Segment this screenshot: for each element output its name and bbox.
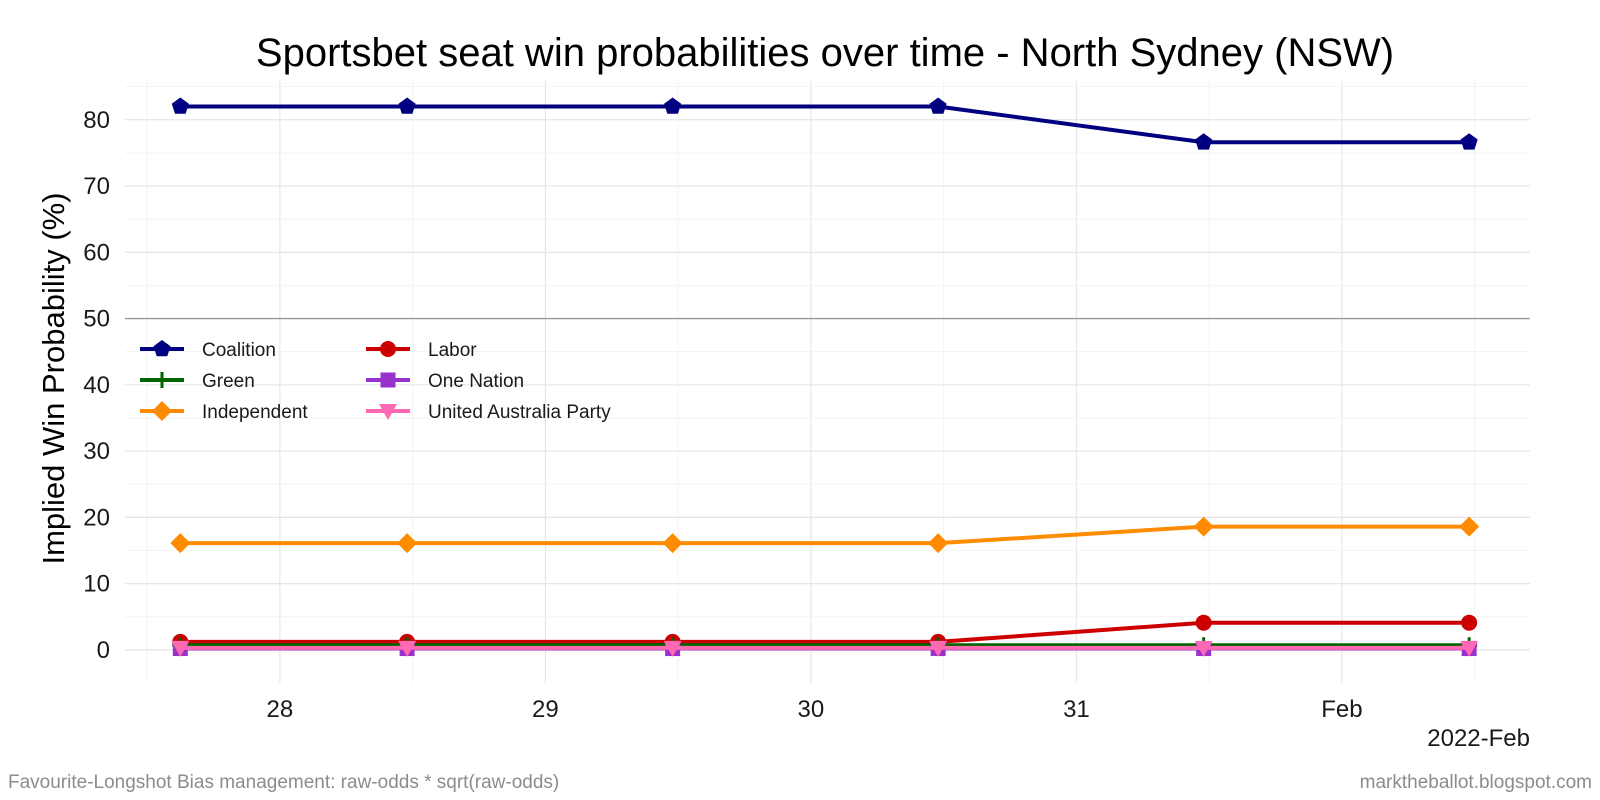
- data-point-coalition: [171, 97, 189, 114]
- legend-key-marker: [380, 341, 396, 357]
- footer-source: marktheballot.blogspot.com: [1359, 772, 1592, 793]
- chart-title: Sportsbet seat win probabilities over ti…: [256, 31, 1394, 75]
- legend-key-marker: [154, 372, 170, 388]
- legend-label: United Australia Party: [428, 402, 611, 423]
- y-tick-label: 10: [83, 571, 110, 598]
- data-point-coalition: [929, 97, 947, 114]
- legend-item-green: Green: [140, 371, 255, 392]
- legend-item-independent: Independent: [140, 401, 308, 423]
- data-point-united-australia-party: [1460, 640, 1479, 657]
- data-point-coalition: [664, 97, 682, 114]
- x-tick-label: 31: [1063, 696, 1090, 723]
- legend-label: Coalition: [202, 340, 276, 361]
- legend-label: Green: [202, 371, 255, 392]
- legend-label: Labor: [428, 340, 477, 361]
- y-axis-label: Implied Win Probability (%): [36, 192, 71, 564]
- legend-key-marker: [152, 401, 172, 421]
- data-point-coalition: [1460, 133, 1478, 150]
- data-point-independent: [1459, 516, 1480, 537]
- gridlines: [125, 80, 1530, 683]
- y-tick-label: 50: [83, 306, 110, 333]
- data-point-united-australia-party: [1194, 640, 1213, 657]
- data-point-independent: [928, 533, 949, 554]
- x-tick-label: 30: [798, 696, 825, 723]
- y-tick-label: 80: [83, 107, 110, 134]
- series-green: [172, 637, 1478, 654]
- legend-label: One Nation: [428, 371, 524, 392]
- footer-note: Favourite-Longshot Bias management: raw-…: [8, 772, 560, 793]
- series-coalition: [171, 97, 1478, 150]
- series-united-australia-party: [171, 640, 1479, 657]
- legend-key-marker: [153, 340, 171, 357]
- series-line-labor: [180, 620, 1470, 644]
- x-tick-label: 29: [532, 696, 559, 723]
- legend: Coalition Labor Green One Nation Independent…: [140, 340, 611, 423]
- y-tick-label: 30: [83, 438, 110, 465]
- legend-item-one-nation: One Nation: [366, 371, 524, 392]
- series-independent: [170, 516, 1480, 554]
- data-point-coalition: [398, 97, 416, 114]
- data-point-coalition: [1195, 133, 1213, 150]
- y-tick-label: 40: [83, 372, 110, 399]
- data-point-united-australia-party: [398, 640, 417, 657]
- x-tick-label: Feb: [1321, 696, 1362, 723]
- x-tick-label: 28: [267, 696, 294, 723]
- x-axis-caption: 2022-Feb: [1427, 725, 1530, 752]
- x-axis-ticks: 28 29 30 31 Feb: [267, 696, 1363, 723]
- y-tick-label: 70: [83, 173, 110, 200]
- legend-item-labor: Labor: [366, 340, 477, 361]
- series-line-independent: [180, 524, 1470, 546]
- data-point-united-australia-party: [929, 640, 948, 657]
- legend-label: Independent: [202, 402, 308, 423]
- series-line-coalition: [180, 104, 1470, 145]
- legend-key-marker: [379, 404, 397, 420]
- data-point-united-australia-party: [663, 640, 682, 657]
- legend-item-united-australia-party: United Australia Party: [366, 402, 611, 423]
- data-point-labor: [1195, 614, 1212, 631]
- data-point-independent: [1193, 516, 1214, 537]
- y-axis-ticks: 0 10 20 30 40 50 60 70 80: [83, 107, 110, 664]
- data-point-independent: [397, 533, 418, 554]
- y-tick-label: 20: [83, 504, 110, 531]
- y-tick-label: 60: [83, 239, 110, 266]
- data-point-independent: [662, 533, 683, 554]
- y-tick-label: 0: [97, 637, 110, 664]
- data-point-independent: [170, 533, 191, 554]
- data-point-labor: [1461, 614, 1478, 631]
- legend-key-marker: [380, 372, 396, 388]
- data-point-united-australia-party: [171, 640, 190, 657]
- legend-item-coalition: Coalition: [140, 340, 276, 361]
